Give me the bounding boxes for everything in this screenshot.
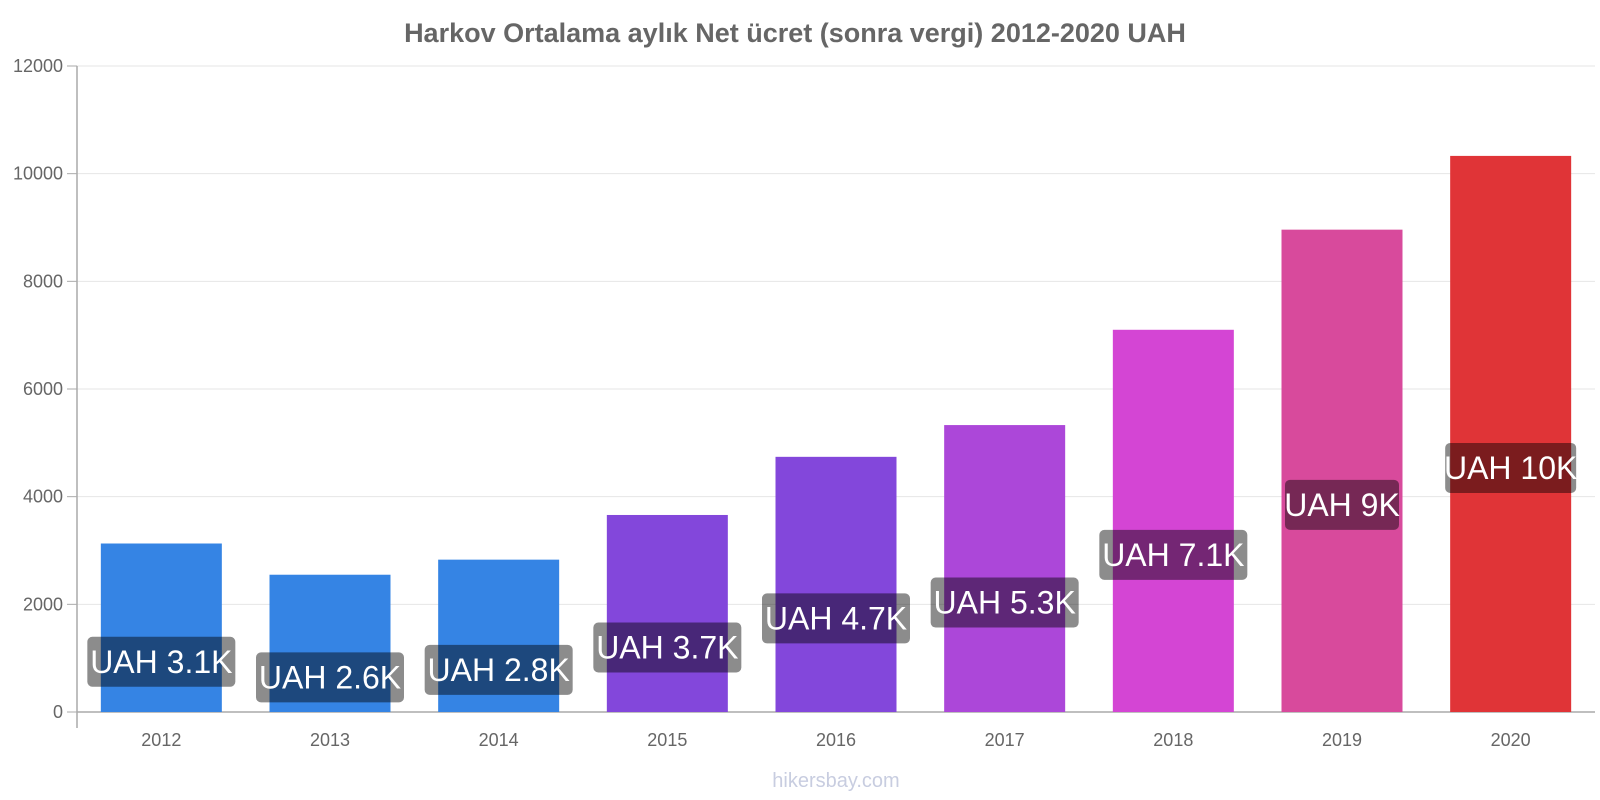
bar-2017 bbox=[944, 425, 1066, 712]
bar-2020 bbox=[1450, 155, 1572, 712]
x-tick-label: 2014 bbox=[479, 730, 519, 750]
data-label: UAH 2.6K bbox=[259, 659, 401, 695]
y-tick-label: 8000 bbox=[23, 271, 63, 291]
data-label-box bbox=[930, 577, 1079, 628]
data-label-box bbox=[1445, 442, 1577, 493]
y-tick-label: 6000 bbox=[23, 379, 63, 399]
data-label-box bbox=[87, 636, 236, 687]
data-label: UAH 7.1K bbox=[1102, 537, 1244, 573]
x-tick-label: 2013 bbox=[310, 730, 350, 750]
data-label: UAH 3.7K bbox=[596, 629, 738, 665]
x-tick-label: 2012 bbox=[141, 730, 181, 750]
data-label-box bbox=[256, 652, 404, 703]
bar-2018 bbox=[1112, 329, 1234, 712]
x-tick-label: 2016 bbox=[816, 730, 856, 750]
data-label: UAH 4.7K bbox=[765, 600, 907, 636]
bar-2012 bbox=[100, 543, 222, 712]
data-label: UAH 5.3K bbox=[934, 585, 1076, 621]
y-tick-label: 12000 bbox=[13, 56, 63, 76]
y-tick-label: 10000 bbox=[13, 164, 63, 184]
x-tick-label: 2015 bbox=[647, 730, 687, 750]
chart-title: Harkov Ortalama aylık Net ücret (sonra v… bbox=[404, 18, 1186, 48]
data-label-box bbox=[1099, 529, 1248, 580]
data-label-box bbox=[424, 644, 573, 695]
data-label: UAH 2.8K bbox=[428, 652, 570, 688]
data-label: UAH 10K bbox=[1444, 450, 1577, 486]
x-tick-label: 2018 bbox=[1153, 730, 1193, 750]
y-tick-label: 4000 bbox=[23, 487, 63, 507]
data-labels: UAH 3.1K UAH 2.6K UAH 2.8K UAH 3.7K UAH 4.7K… bbox=[87, 442, 1577, 703]
data-label-box bbox=[593, 622, 742, 673]
watermark: hikersbay.com bbox=[772, 770, 899, 792]
bar-2016 bbox=[775, 456, 897, 712]
bar-2013 bbox=[269, 574, 391, 712]
bars bbox=[100, 155, 1572, 713]
data-label: UAH 9K bbox=[1284, 487, 1400, 523]
x-tick-label: 2019 bbox=[1322, 730, 1362, 750]
x-tick-label: 2017 bbox=[985, 730, 1025, 750]
bar-2014 bbox=[438, 559, 560, 712]
data-label-box bbox=[1285, 479, 1399, 530]
bar-2015 bbox=[606, 514, 728, 712]
y-tick-label: 0 bbox=[53, 702, 63, 722]
data-label: UAH 3.1K bbox=[90, 644, 232, 680]
y-tick-label: 2000 bbox=[23, 594, 63, 614]
bar-2019 bbox=[1281, 229, 1403, 713]
data-label-box bbox=[762, 593, 910, 644]
x-tick-label: 2020 bbox=[1491, 730, 1531, 750]
